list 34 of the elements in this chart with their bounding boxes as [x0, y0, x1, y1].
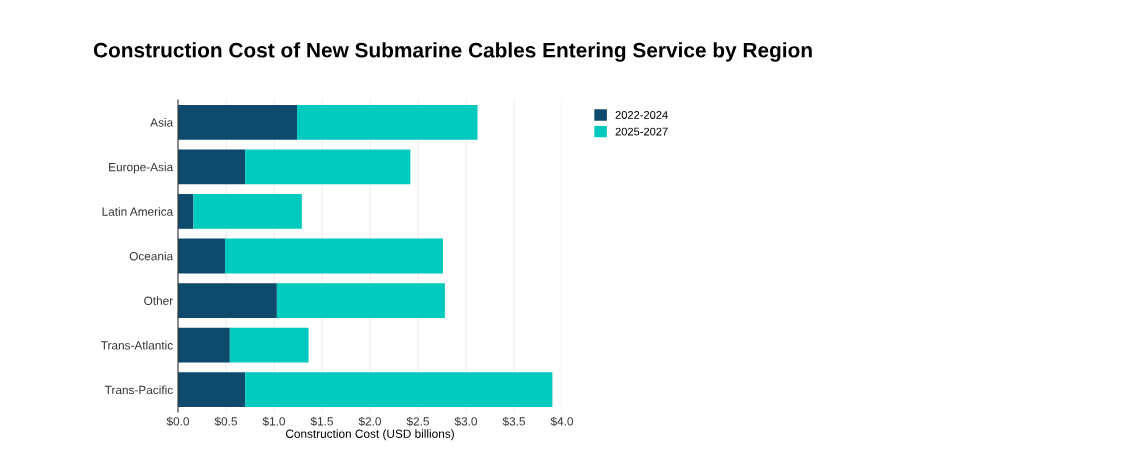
x-tick-label: $4.0 [550, 416, 574, 427]
bar [225, 238, 443, 274]
y-tick-label: Oceania [129, 251, 174, 261]
bar [178, 327, 230, 363]
x-tick-label: $0.0 [166, 416, 190, 427]
bar [276, 283, 445, 318]
bar [193, 194, 302, 229]
bar [178, 104, 298, 140]
x-tick-label: $1.0 [262, 416, 286, 427]
x-tick-label: $1.5 [310, 416, 333, 427]
bar [297, 104, 478, 140]
bar [178, 149, 246, 185]
x-tick-label: $2.5 [406, 416, 429, 427]
y-tick-label: Europe-Asia [109, 162, 174, 174]
x-tick-label: $2.0 [358, 416, 382, 427]
x-tick-label: $0.5 [214, 416, 237, 427]
bar [178, 283, 277, 318]
bar [178, 238, 226, 274]
bar [178, 372, 246, 408]
y-tick-label: Other [144, 296, 173, 305]
x-axis-title: Construction Cost (USD billions) [285, 429, 454, 441]
y-tick-label: Trans-Pacific [104, 385, 173, 395]
x-tick-label: $3.5 [502, 416, 525, 427]
bar [245, 372, 553, 408]
chart-title: Construction Cost of New Submarine Cables Entering Service by Region [93, 42, 812, 62]
x-tick-label: $3.0 [454, 416, 478, 427]
y-tick-label: Latin America [102, 207, 174, 216]
bar [245, 149, 411, 185]
bar [229, 327, 309, 363]
legend-label: 2022-2024 [615, 111, 668, 119]
legend-label: 2025-2027 [615, 127, 668, 136]
y-tick-label: Trans-Atlantic [101, 340, 173, 350]
y-tick-label: Asia [150, 118, 174, 127]
bar [178, 194, 194, 229]
